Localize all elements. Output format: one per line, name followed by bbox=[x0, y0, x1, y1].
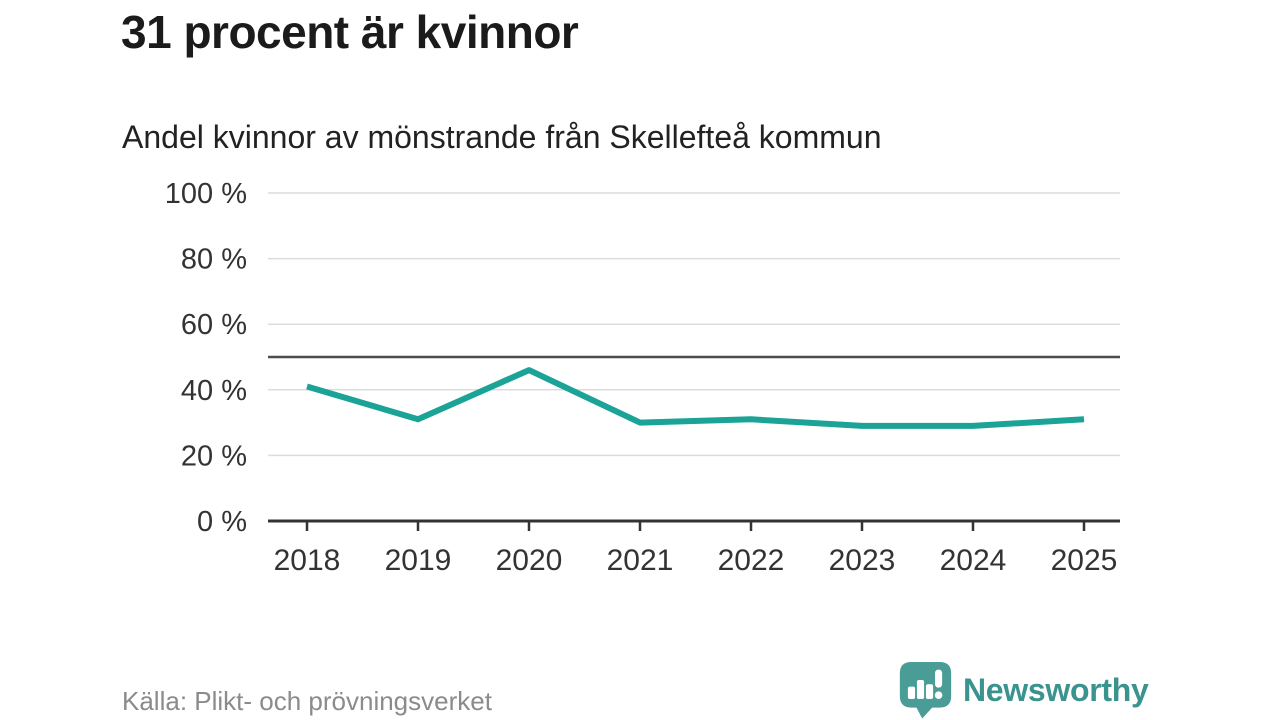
logo-bar-1 bbox=[907, 686, 916, 700]
bar-chart-speech-bubble-icon bbox=[899, 661, 952, 719]
logo-exclamation-bar bbox=[935, 669, 943, 688]
logo-bar-3 bbox=[925, 684, 934, 700]
y-tick-label: 80 % bbox=[181, 244, 247, 276]
source-note: Källa: Plikt- och prövningsverket bbox=[122, 686, 492, 716]
chart-subtitle: Andel kvinnor av mönstrande från Skellef… bbox=[122, 119, 882, 155]
x-tick-label: 2023 bbox=[829, 544, 896, 577]
x-tick-label: 2024 bbox=[940, 544, 1007, 577]
y-tick-label: 20 % bbox=[181, 440, 247, 472]
y-tick-label: 60 % bbox=[181, 309, 247, 341]
x-tick-label: 2019 bbox=[385, 544, 452, 577]
y-tick-label: 0 % bbox=[197, 506, 247, 538]
x-tick-label: 2018 bbox=[274, 544, 341, 577]
data-line bbox=[306, 367, 1085, 429]
logo-bar-2 bbox=[916, 680, 925, 700]
y-tick-label: 100 % bbox=[165, 178, 247, 210]
y-tick-label: 40 % bbox=[181, 375, 247, 407]
x-tick-label: 2020 bbox=[496, 544, 563, 577]
x-tick-label: 2022 bbox=[718, 544, 785, 577]
x-tick-label: 2021 bbox=[607, 544, 674, 577]
logo-exclamation-dot bbox=[934, 691, 943, 700]
x-tick-label: 2025 bbox=[1051, 544, 1118, 577]
newsworthy-logo: Newsworthy bbox=[897, 661, 1149, 719]
speech-bubble-shape bbox=[899, 661, 952, 719]
page-title: 31 procent är kvinnor bbox=[121, 6, 579, 58]
newsworthy-logo-text: Newsworthy bbox=[963, 671, 1149, 708]
